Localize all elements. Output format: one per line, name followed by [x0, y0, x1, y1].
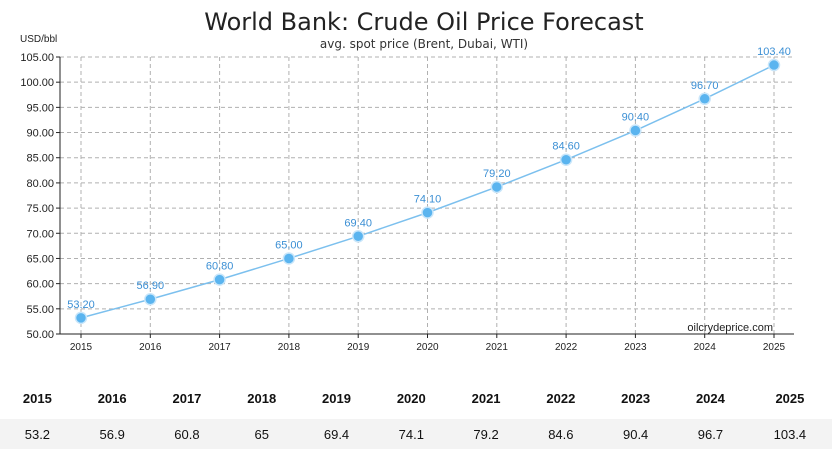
table-year-cell: 2020: [373, 377, 449, 419]
table-value-cell: 84.6: [523, 419, 599, 449]
x-tick-label: 2017: [208, 342, 231, 353]
table-value-cell: 69.4: [299, 419, 374, 449]
data-label: 69.40: [344, 217, 372, 229]
table-value-cell: 60.8: [149, 419, 225, 449]
data-label: 79.20: [483, 168, 511, 180]
price-table: 2015 2016 2017 2018 2019 2020 2021 2022 2023 2024…: [0, 377, 832, 449]
data-point: [282, 252, 296, 265]
table-header-row: 2015 2016 2017 2018 2019 2020 2021 2022 2023 2024…: [0, 377, 832, 419]
table-year-cell: 2018: [224, 377, 300, 419]
table-value-cell: 53.2: [0, 419, 75, 449]
x-tick-label: 2021: [486, 342, 509, 353]
y-tick-label: 85.00: [26, 153, 54, 165]
y-tick-label: 100.00: [20, 77, 54, 89]
data-label: 84.60: [552, 141, 580, 153]
y-tick-label: 50.00: [26, 329, 54, 341]
data-label: 53.20: [67, 299, 95, 311]
x-tick-label: 2018: [278, 342, 301, 353]
data-point: [629, 124, 642, 137]
data-label: 74.10: [414, 194, 442, 206]
y-tick-label: 70.00: [26, 228, 54, 240]
x-tick-label: 2023: [624, 342, 647, 353]
x-tick-label: 2025: [763, 342, 786, 353]
table-year-cell: 2022: [523, 377, 599, 419]
chart-title: World Bank: Crude Oil Price Forecast: [204, 8, 643, 36]
x-tick-label: 2016: [139, 342, 162, 353]
table-value-cell: 79.2: [448, 419, 524, 449]
table-value-cell: 96.7: [673, 419, 748, 449]
table-year-cell: 2017: [149, 377, 225, 419]
axes: [56, 56, 794, 338]
data-point: [559, 153, 573, 166]
x-ticks: 2015 2016 2017 2018 2019 2020 2021 2022 2023 2024…: [70, 342, 786, 353]
x-tick-label: 2024: [694, 342, 717, 353]
y-ticks: 50.00 55.00 60.00 65.00 70.00 75.00 80.00 85.00…: [20, 52, 54, 341]
table-value-row: 53.2 56.9 60.8 65 69.4 74.1 79.2 84.6 90.4 96.7 10…: [0, 419, 832, 449]
data-point: [490, 180, 504, 194]
data-label: 60.80: [206, 261, 234, 273]
table-value-cell: 103.4: [747, 419, 832, 449]
table-year-cell: 2016: [74, 377, 150, 419]
table-year-cell: 2019: [299, 377, 374, 419]
data-label: 56.90: [137, 280, 165, 292]
x-tick-label: 2022: [555, 342, 578, 353]
table-year-cell: 2015: [0, 377, 75, 419]
series: 53.20 56.90 60.80 65.00 69.40 74.10 79.20 84.60…: [67, 46, 791, 325]
data-label: 65.00: [275, 239, 303, 251]
data-point: [767, 58, 781, 72]
data-label: 103.40: [757, 46, 791, 58]
data-point: [421, 206, 434, 219]
data-point: [213, 273, 226, 286]
x-tick-label: 2015: [70, 342, 93, 353]
table-value-cell: 74.1: [373, 419, 449, 449]
y-tick-label: 95.00: [26, 102, 54, 114]
chart: World Bank: Crude Oil Price Forecast avg…: [20, 8, 794, 353]
data-point: [698, 92, 711, 106]
table-value-cell: 90.4: [598, 419, 674, 449]
table-year-cell: 2023: [598, 377, 674, 419]
x-tick-label: 2019: [347, 342, 370, 353]
watermark: oilcrydeprice.com: [687, 322, 773, 334]
y-tick-label: 60.00: [26, 279, 54, 291]
data-label: 90.40: [622, 112, 650, 124]
chart-subtitle: avg. spot price (Brent, Dubai, WTI): [320, 37, 528, 51]
y-tick-label: 80.00: [26, 178, 54, 190]
y-tick-label: 105.00: [20, 52, 54, 64]
table-year-cell: 2021: [448, 377, 524, 419]
data-point: [351, 230, 365, 243]
table-year-cell: 2025: [747, 377, 832, 419]
y-tick-label: 65.00: [26, 253, 54, 265]
y-axis-unit: USD/bbl: [20, 34, 57, 45]
data-point: [74, 311, 88, 325]
y-tick-label: 75.00: [26, 203, 54, 215]
data-point: [144, 292, 157, 306]
x-tick-label: 2020: [416, 342, 439, 353]
data-label: 96.70: [691, 80, 719, 92]
y-tick-label: 90.00: [26, 128, 54, 140]
table-value-cell: 65: [224, 419, 300, 449]
table-year-cell: 2024: [673, 377, 748, 419]
y-tick-label: 55.00: [26, 304, 54, 316]
table-value-cell: 56.9: [74, 419, 150, 449]
